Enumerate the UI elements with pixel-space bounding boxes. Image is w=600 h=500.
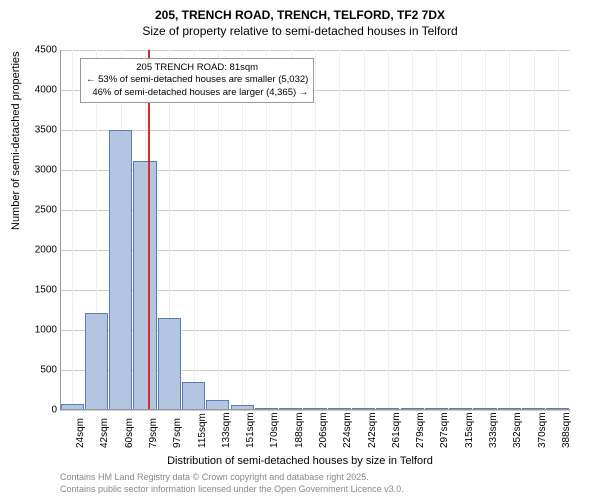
marker-line (148, 50, 150, 410)
footer-line-2: Contains public sector information licen… (60, 484, 404, 496)
grid-line-vertical (388, 50, 389, 410)
x-tick-label: 370sqm (537, 412, 548, 448)
annotation-box: 205 TRENCH ROAD: 81sqm← 53% of semi-deta… (80, 58, 314, 103)
annotation-line-2: ← 53% of semi-detached houses are smalle… (86, 74, 308, 86)
chart-container: 205, TRENCH ROAD, TRENCH, TELFORD, TF2 7… (0, 0, 600, 500)
grid-line-vertical (534, 50, 535, 410)
grid-line-vertical (485, 50, 486, 410)
y-tick-label: 3500 (35, 125, 57, 136)
grid-line-vertical (315, 50, 316, 410)
grid-line-vertical (339, 50, 340, 410)
grid-line-vertical (461, 50, 462, 410)
annotation-line-3: 46% of semi-detached houses are larger (… (86, 87, 308, 99)
histogram-bar (158, 318, 181, 410)
x-tick-label: 188sqm (294, 412, 305, 448)
y-tick-label: 1500 (35, 285, 57, 296)
x-tick-label: 170sqm (269, 412, 280, 448)
chart-title-sub: Size of property relative to semi-detach… (0, 22, 600, 38)
plot-area: 205 TRENCH ROAD: 81sqm← 53% of semi-deta… (60, 50, 570, 410)
x-axis: 24sqm 42sqm 60sqm 79sqm 97sqm 115sqm 133sqm 151… (60, 410, 570, 450)
grid-line-vertical (242, 50, 243, 410)
y-tick-label: 0 (51, 405, 57, 416)
histogram-bar (133, 161, 156, 410)
grid-line-vertical (72, 50, 73, 410)
histogram-bar (182, 382, 205, 410)
y-tick-label: 2500 (35, 205, 57, 216)
y-tick-label: 4000 (35, 85, 57, 96)
y-tick-label: 2000 (35, 245, 57, 256)
x-tick-label: 224sqm (342, 412, 353, 448)
histogram-bar (85, 313, 108, 410)
y-tick-label: 1000 (35, 325, 57, 336)
y-tick-label: 4500 (35, 45, 57, 56)
grid-line-vertical (266, 50, 267, 410)
x-tick-label: 42sqm (99, 418, 110, 448)
y-axis-line (60, 50, 61, 410)
x-tick-label: 206sqm (318, 412, 329, 448)
histogram-bar (109, 130, 132, 410)
x-tick-label: 133sqm (221, 412, 232, 448)
grid-line-vertical (291, 50, 292, 410)
annotation-line-1: 205 TRENCH ROAD: 81sqm (86, 62, 308, 74)
chart-title-main: 205, TRENCH ROAD, TRENCH, TELFORD, TF2 7… (0, 0, 600, 22)
grid-line-vertical (194, 50, 195, 410)
grid-line-vertical (218, 50, 219, 410)
x-tick-label: 79sqm (148, 418, 159, 448)
x-tick-label: 115sqm (197, 413, 208, 448)
x-tick-label: 242sqm (367, 412, 378, 448)
x-tick-label: 315sqm (464, 412, 475, 448)
y-tick-label: 3000 (35, 165, 57, 176)
y-tick-label: 500 (40, 365, 57, 376)
grid-line-vertical (412, 50, 413, 410)
x-axis-label: Distribution of semi-detached houses by … (0, 455, 600, 467)
x-tick-label: 24sqm (75, 418, 86, 448)
x-tick-label: 279sqm (415, 412, 426, 448)
x-tick-label: 333sqm (488, 412, 499, 448)
grid-line-vertical (558, 50, 559, 410)
y-axis: 050010001500200025003000350040004500 (40, 50, 60, 410)
footer-attribution: Contains HM Land Registry data © Crown c… (60, 472, 404, 495)
footer-line-1: Contains HM Land Registry data © Crown c… (60, 472, 404, 484)
x-tick-label: 60sqm (124, 418, 135, 448)
grid-line-vertical (364, 50, 365, 410)
grid-line-vertical (436, 50, 437, 410)
x-tick-label: 352sqm (512, 412, 523, 448)
x-tick-label: 261sqm (391, 412, 402, 448)
x-tick-label: 297sqm (439, 412, 450, 448)
grid-line-vertical (509, 50, 510, 410)
x-tick-label: 388sqm (561, 412, 572, 448)
x-tick-label: 97sqm (172, 418, 183, 448)
x-tick-label: 151sqm (245, 412, 256, 448)
y-axis-label: Number of semi-detached properties (10, 51, 22, 230)
